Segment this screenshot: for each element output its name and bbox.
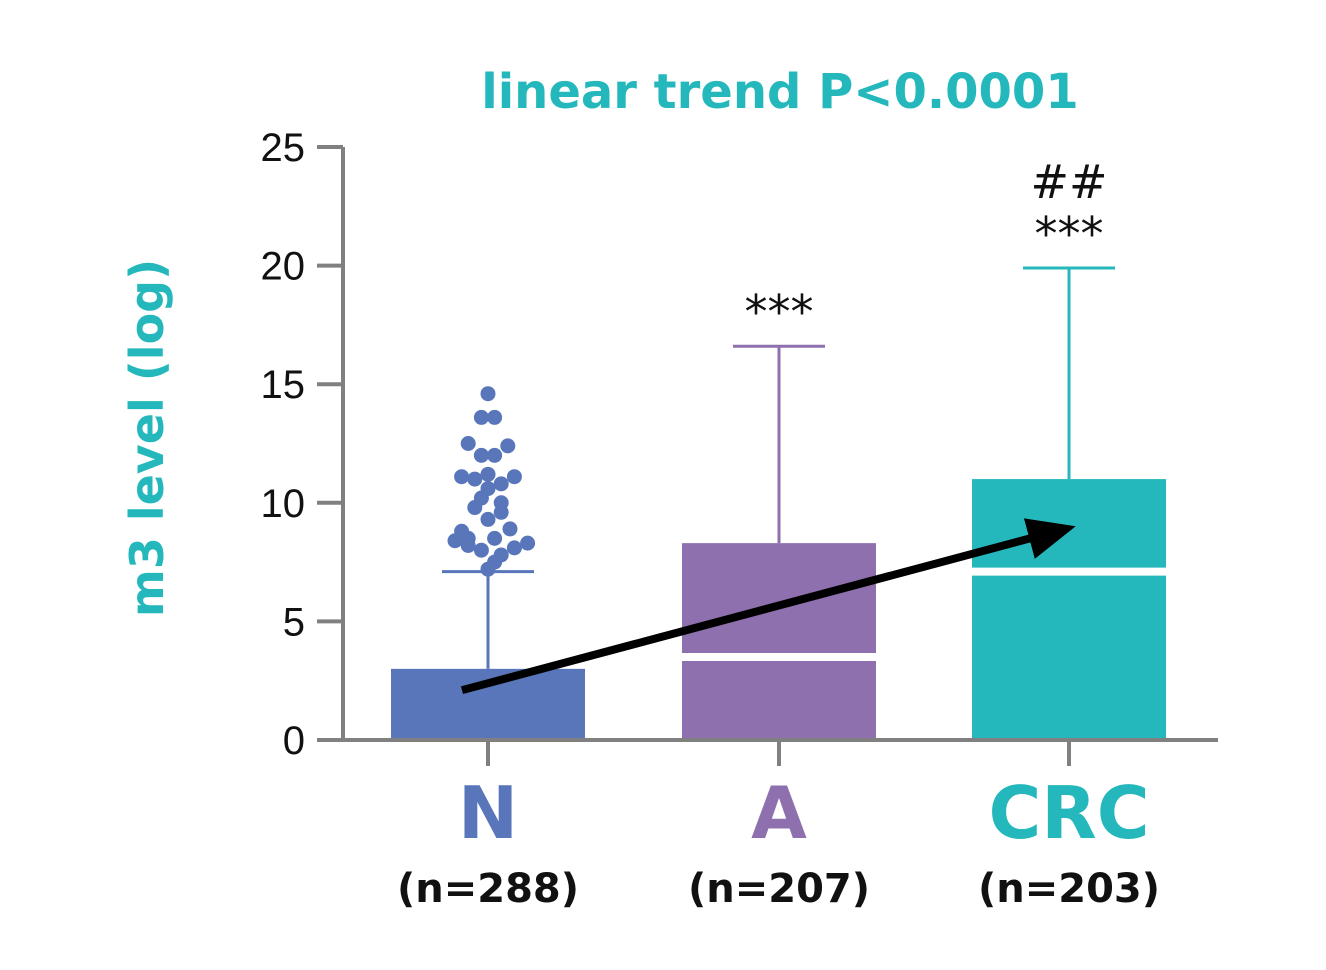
sample-size-N: (n=288) [397, 866, 579, 912]
outlier-point [473, 542, 489, 558]
outlier-point [493, 476, 509, 492]
trend-arrow [460, 518, 1076, 695]
outlier-group [447, 386, 536, 577]
category-label-A: A [751, 771, 807, 855]
significance-marks: ***##*** [745, 155, 1108, 339]
outlier-point [447, 533, 463, 549]
y-tick-label: 5 [283, 600, 305, 644]
y-tick-label: 0 [283, 719, 305, 763]
axes [341, 147, 1218, 766]
y-axis-label: m3 level (log) [120, 259, 174, 617]
sample-size-A: (n=207) [688, 866, 870, 912]
y-ticks: 0 5 10 15 20 25 [261, 126, 343, 763]
box-A [682, 543, 876, 740]
outlier-point [493, 504, 509, 520]
box-CRC [972, 479, 1166, 740]
outlier-point [480, 561, 496, 577]
category-label-N: N [458, 771, 518, 855]
outlier-point [506, 469, 522, 485]
significance-mark-CRC: ## [1030, 155, 1107, 209]
box-group [391, 266, 1166, 740]
outlier-point [480, 511, 496, 527]
category-label-CRC: CRC [988, 771, 1149, 855]
outlier-point [460, 537, 476, 553]
outlier-point [487, 409, 503, 425]
outlier-point [467, 471, 483, 487]
y-tick-label: 25 [261, 126, 306, 170]
outlier-point [487, 530, 503, 546]
y-tick-label: 10 [261, 482, 306, 526]
outlier-point [506, 540, 522, 556]
significance-mark-A: *** [745, 285, 814, 339]
outlier-point [473, 447, 489, 463]
sample-size-CRC: (n=203) [978, 866, 1160, 912]
outlier-point [480, 466, 496, 482]
y-tick-label: 20 [261, 245, 306, 289]
chart-title: linear trend P<0.0001 [481, 64, 1078, 120]
significance-mark-CRC: *** [1035, 207, 1104, 261]
y-tick-label: 15 [261, 363, 306, 407]
outlier-point [500, 438, 516, 454]
outlier-point [473, 409, 489, 425]
x-labels: N (n=288) A (n=207) CRC (n=203) [397, 771, 1160, 912]
outlier-point [480, 386, 496, 402]
outlier-point [460, 436, 476, 451]
outlier-point [520, 535, 536, 551]
outlier-point [487, 447, 503, 463]
outlier-point [502, 521, 518, 537]
outlier-point [467, 500, 483, 516]
outlier-point [454, 469, 470, 485]
